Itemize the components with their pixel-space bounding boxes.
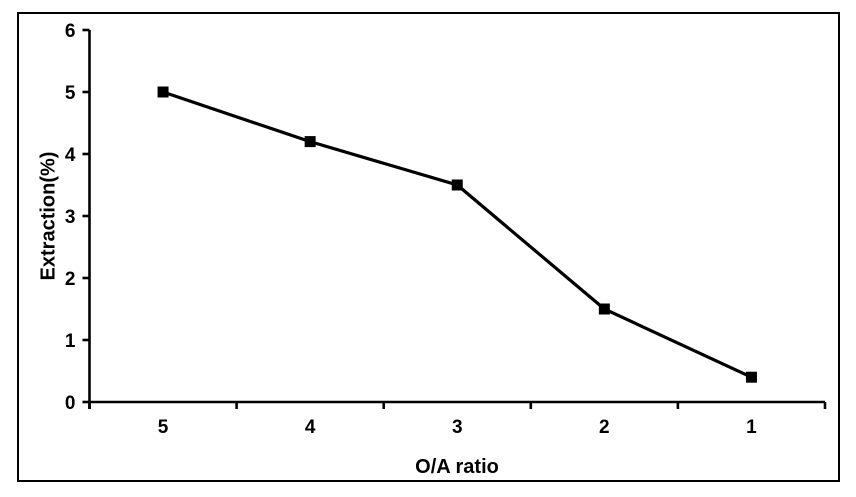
x-tick-label: 5 bbox=[158, 417, 169, 438]
x-axis-title: O/A ratio bbox=[415, 456, 499, 478]
y-tick-label: 4 bbox=[65, 145, 76, 166]
y-tick-label: 1 bbox=[65, 331, 76, 352]
series-line bbox=[162, 90, 753, 379]
data-point-marker bbox=[451, 179, 463, 191]
data-point-marker bbox=[304, 136, 316, 148]
y-tick-label: 6 bbox=[65, 21, 76, 42]
data-point-marker bbox=[745, 371, 757, 383]
x-tick-label: 3 bbox=[452, 417, 463, 438]
y-axis-title: Extraction(%) bbox=[37, 151, 60, 281]
y-tick-label: 0 bbox=[65, 393, 76, 414]
y-tick-label: 5 bbox=[65, 83, 76, 104]
data-point-marker bbox=[157, 86, 169, 98]
x-tick-label: 2 bbox=[599, 417, 610, 438]
y-tick-label: 2 bbox=[65, 269, 76, 290]
data-point-marker bbox=[598, 303, 610, 315]
x-tick-label: 1 bbox=[746, 417, 757, 438]
chart-frame bbox=[17, 12, 840, 482]
x-tick-label: 4 bbox=[305, 417, 316, 438]
y-tick-label: 3 bbox=[65, 207, 76, 228]
